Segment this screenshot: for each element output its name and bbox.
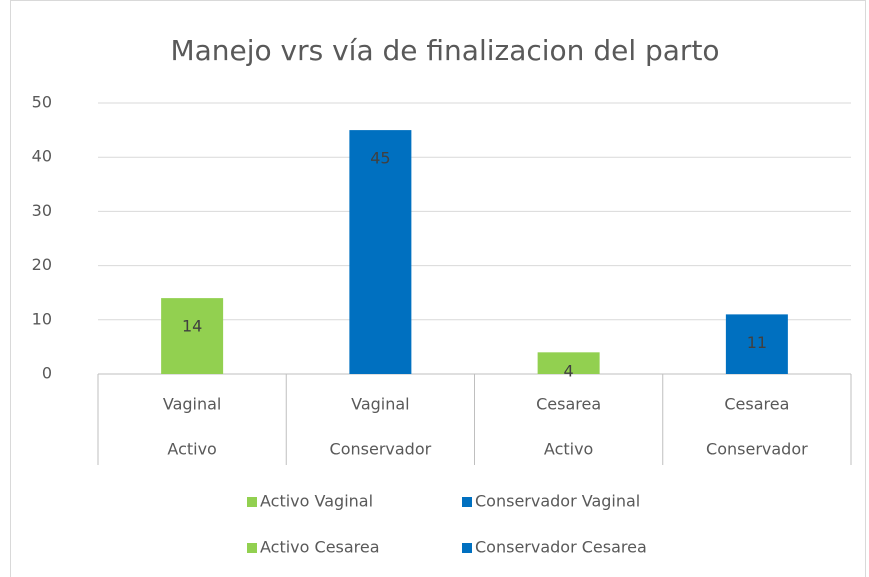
legend-label: Activo Vaginal xyxy=(260,492,373,511)
chart-title: Manejo vrs vía de finalizacion del parto xyxy=(170,34,719,67)
legend-label: Conservador Vaginal xyxy=(475,492,640,511)
bar xyxy=(161,298,224,374)
y-tick-label: 30 xyxy=(32,201,52,220)
legend-swatch xyxy=(247,543,257,553)
y-tick-label: 20 xyxy=(32,255,52,274)
x-tick-label: Cesarea xyxy=(724,395,789,414)
x-tick-label: Vaginal xyxy=(163,395,222,414)
y-tick-label: 40 xyxy=(32,147,52,166)
x-tick-label: Conservador xyxy=(706,440,808,459)
legend-swatch xyxy=(462,543,472,553)
bar xyxy=(725,314,788,374)
legend-label: Conservador Cesarea xyxy=(475,538,647,557)
x-tick-label: Conservador xyxy=(330,440,432,459)
chart-frame xyxy=(10,0,866,577)
data-label: 45 xyxy=(370,149,390,168)
legend-label: Activo Cesarea xyxy=(260,538,380,557)
legend-swatch xyxy=(462,497,472,507)
y-tick-label: 10 xyxy=(32,309,52,328)
x-tick-label: Vaginal xyxy=(351,395,410,414)
data-label: 4 xyxy=(564,362,574,381)
legend-swatch xyxy=(247,497,257,507)
bar xyxy=(349,130,412,374)
bar xyxy=(537,352,600,374)
x-tick-label: Activo xyxy=(544,440,593,459)
y-tick-label: 0 xyxy=(42,364,52,383)
x-tick-label: Cesarea xyxy=(536,395,601,414)
data-label: 11 xyxy=(747,333,767,352)
y-tick-label: 50 xyxy=(32,93,52,112)
data-label: 14 xyxy=(182,317,202,336)
x-tick-label: Activo xyxy=(167,440,216,459)
